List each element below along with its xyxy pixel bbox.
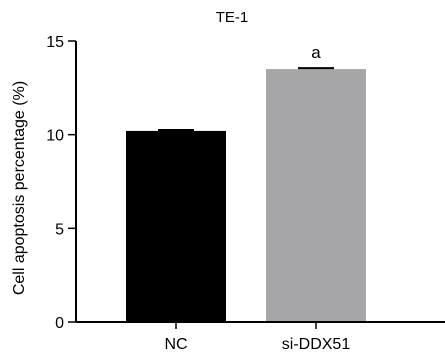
chart-title: TE-1: [216, 9, 249, 26]
y-tick-label: 0: [55, 315, 64, 332]
bar-nc: [126, 130, 226, 322]
bars-group: [126, 67, 366, 322]
y-axis: 0 5 10 15: [46, 34, 77, 332]
y-axis-label: Cell apoptosis percentage (%): [11, 81, 28, 295]
annotations-group: a: [311, 43, 321, 62]
significance-annotation: a: [311, 43, 321, 62]
bar-si-ddx51: [266, 69, 366, 322]
x-tick-label: NC: [164, 336, 187, 353]
y-tick-label: 10: [46, 128, 64, 145]
x-axis: NC si-DDX51: [76, 321, 445, 353]
y-tick-label: 5: [55, 221, 64, 238]
y-tick-label: 15: [46, 34, 64, 51]
x-tick-label: si-DDX51: [282, 336, 351, 353]
